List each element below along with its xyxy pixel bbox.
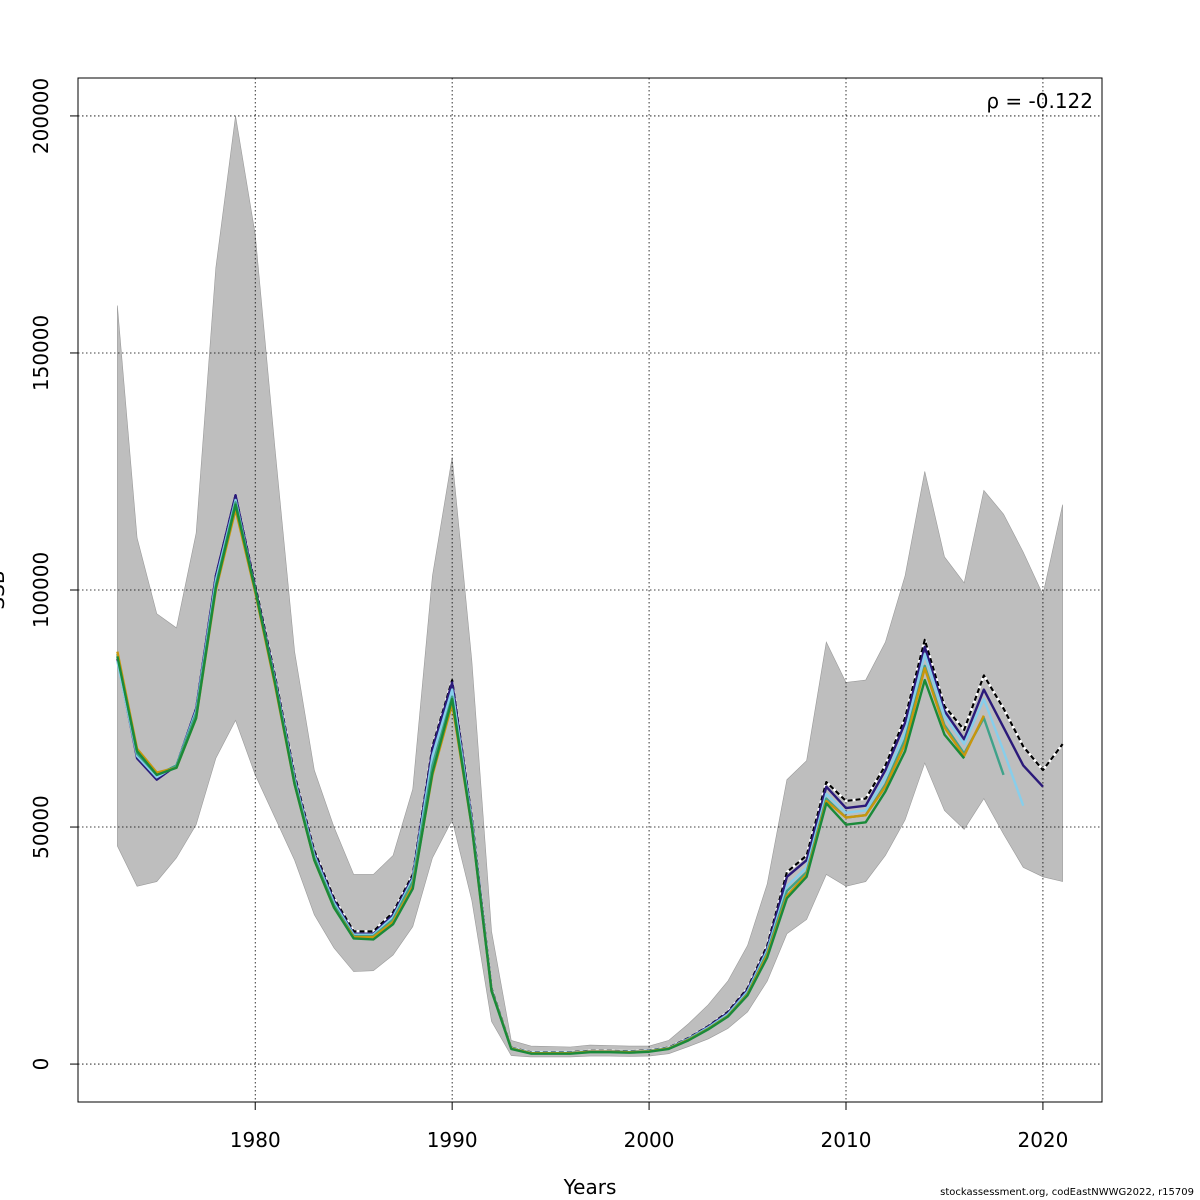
x-tick-label-2020: 2020 (1017, 1128, 1068, 1152)
confidence-band (117, 115, 1063, 1058)
x-axis-label: Years (563, 1175, 617, 1199)
series-layer (116, 493, 1064, 1055)
series-line-5 (116, 503, 966, 1055)
y-tick-label-50000: 50000 (29, 795, 53, 859)
x-tick-label-2010: 2010 (821, 1128, 872, 1152)
y-tick-label-150000: 150000 (29, 315, 53, 391)
source-credit: stockassessment.org, codEastNWWG2022, r1… (940, 1187, 1194, 1198)
y-tick-label-200000: 200000 (29, 78, 53, 154)
x-tick-label-2000: 2000 (624, 1128, 675, 1152)
x-tick-label-1990: 1990 (427, 1128, 478, 1152)
y-tick-label-0: 0 (29, 1058, 53, 1071)
y-axis-label: SSB (0, 570, 9, 609)
confidence-band-layer (117, 115, 1063, 1058)
grid-layer (78, 78, 1102, 1102)
tick-layer: 1980 1990 2000 2010 2020 0 50000 100000 150000 20… (29, 78, 1068, 1152)
x-tick-label-1980: 1980 (230, 1128, 281, 1152)
rho-annotation: ρ = -0.122 (986, 89, 1093, 113)
y-tick-label-100000: 100000 (29, 552, 53, 628)
